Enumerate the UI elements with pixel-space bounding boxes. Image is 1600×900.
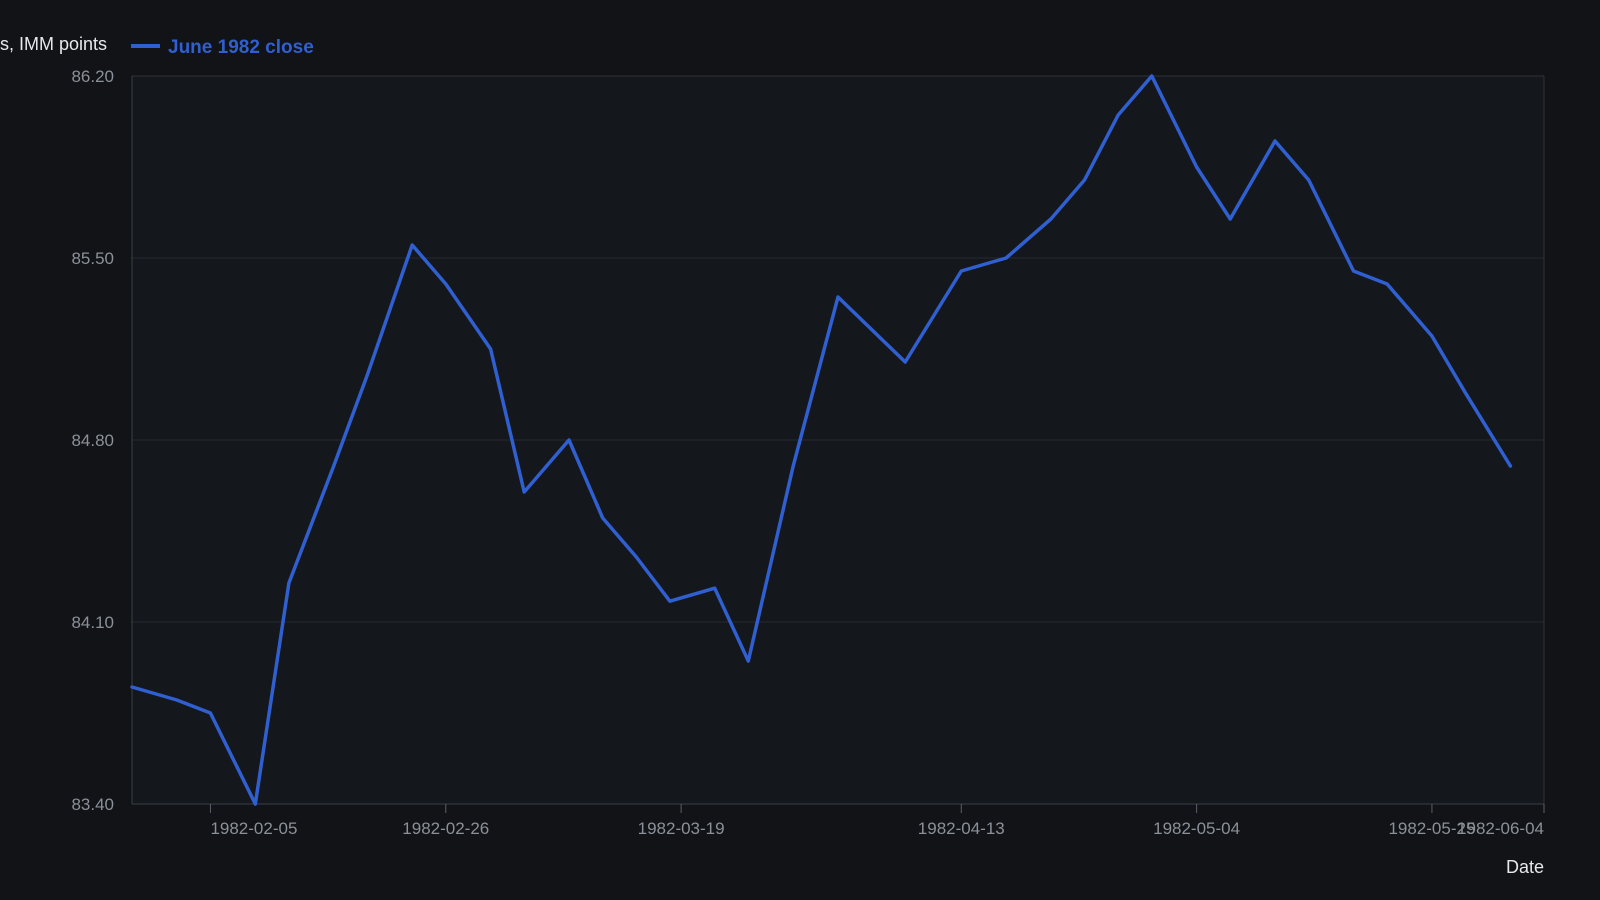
x-tick-label: 1982-03-19	[638, 819, 725, 838]
y-axis-title: s, IMM points	[0, 34, 107, 54]
series-lines	[130, 74, 1513, 806]
grid-lines	[132, 257, 1544, 623]
x-tick-label: 1982-05-25	[1388, 819, 1475, 838]
x-tick-label: 1982-02-26	[402, 819, 489, 838]
x-tick-label: 1982-04-13	[918, 819, 1005, 838]
x-tick-label: 1982-05-04	[1153, 819, 1240, 838]
y-tick-label: 83.40	[71, 795, 114, 814]
series-line-june-1982-close	[130, 74, 1513, 806]
axes	[131, 75, 1545, 813]
tick-labels: 83.40 84.10 84.80 85.50 86.20 1982-02-05 1982-…	[71, 67, 1544, 838]
x-tick-label: 1982-02-05	[210, 819, 297, 838]
legend-label-june-1982-close: June 1982 close	[168, 37, 314, 58]
y-tick-label: 84.80	[71, 431, 114, 450]
y-tick-label: 84.10	[71, 613, 114, 632]
x-tick-label: 1982-06-04	[1457, 819, 1544, 838]
x-axis-title: Date	[1506, 857, 1544, 877]
y-tick-label: 85.50	[71, 249, 114, 268]
y-tick-label: 86.20	[71, 67, 114, 86]
legend: June 1982 close	[131, 37, 314, 58]
